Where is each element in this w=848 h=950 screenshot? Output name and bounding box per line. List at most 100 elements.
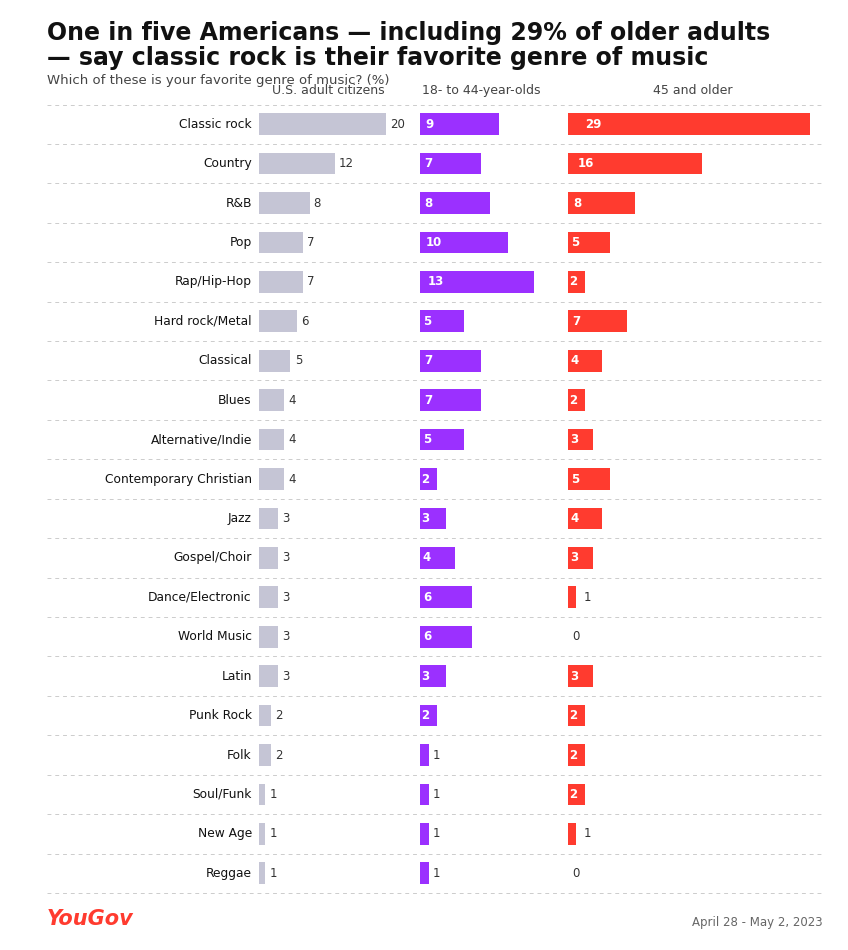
Text: 7: 7: [424, 354, 432, 368]
Bar: [420, 232, 508, 254]
Text: Latin: Latin: [221, 670, 252, 683]
Text: Hard rock/Metal: Hard rock/Metal: [154, 314, 252, 328]
Text: Dance/Electronic: Dance/Electronic: [148, 591, 252, 604]
Bar: [420, 507, 446, 529]
Text: 4: 4: [288, 393, 296, 407]
Text: Punk Rock: Punk Rock: [189, 709, 252, 722]
Text: 3: 3: [282, 551, 289, 564]
Text: — say classic rock is their favorite genre of music: — say classic rock is their favorite gen…: [47, 46, 708, 69]
Bar: [568, 428, 594, 450]
Text: Reggae: Reggae: [206, 866, 252, 880]
Text: 3: 3: [570, 433, 578, 446]
Bar: [420, 784, 428, 806]
Text: 1: 1: [432, 827, 440, 841]
Text: 16: 16: [577, 157, 594, 170]
Bar: [568, 468, 610, 490]
Text: 45 and older: 45 and older: [654, 84, 733, 97]
Text: Folk: Folk: [227, 749, 252, 762]
Bar: [420, 390, 482, 411]
Text: 1: 1: [269, 788, 276, 801]
Text: 3: 3: [282, 512, 289, 525]
Text: 8: 8: [425, 197, 433, 210]
Text: 20: 20: [390, 118, 404, 131]
Bar: [568, 823, 577, 845]
Bar: [259, 350, 290, 371]
Bar: [259, 113, 386, 135]
Bar: [259, 271, 303, 293]
Text: 1: 1: [584, 827, 592, 841]
Bar: [259, 705, 271, 727]
Bar: [420, 153, 482, 175]
Text: 6: 6: [423, 630, 432, 643]
Bar: [568, 271, 585, 293]
Bar: [420, 468, 438, 490]
Text: Classic rock: Classic rock: [179, 118, 252, 131]
Text: Soul/Funk: Soul/Funk: [192, 788, 252, 801]
Text: 4: 4: [571, 512, 578, 525]
Text: 7: 7: [572, 314, 580, 328]
Text: New Age: New Age: [198, 827, 252, 841]
Text: 7: 7: [307, 236, 315, 249]
Text: 0: 0: [572, 630, 580, 643]
Text: 2: 2: [569, 393, 577, 407]
Text: 3: 3: [421, 670, 430, 683]
Bar: [420, 271, 534, 293]
Text: 3: 3: [282, 591, 289, 604]
Text: 2: 2: [569, 276, 577, 289]
Text: 3: 3: [570, 551, 578, 564]
Text: Country: Country: [204, 157, 252, 170]
Bar: [420, 113, 499, 135]
Bar: [259, 232, 303, 254]
Bar: [420, 665, 446, 687]
Text: 13: 13: [427, 276, 444, 289]
Bar: [568, 390, 585, 411]
Text: 1: 1: [432, 866, 440, 880]
Text: 9: 9: [426, 118, 433, 131]
Bar: [568, 507, 601, 529]
Text: 2: 2: [569, 709, 577, 722]
Text: 2: 2: [421, 709, 429, 722]
Text: R&B: R&B: [226, 197, 252, 210]
Text: 2: 2: [569, 749, 577, 762]
Bar: [568, 350, 601, 371]
Bar: [568, 153, 701, 175]
Text: 7: 7: [307, 276, 315, 289]
Bar: [259, 390, 284, 411]
Bar: [568, 784, 585, 806]
Text: 3: 3: [421, 512, 430, 525]
Text: 1: 1: [432, 749, 440, 762]
Bar: [420, 705, 438, 727]
Text: 7: 7: [424, 393, 432, 407]
Text: 5: 5: [423, 314, 431, 328]
Text: 12: 12: [339, 157, 354, 170]
Text: 4: 4: [571, 354, 578, 368]
Text: 4: 4: [288, 472, 296, 485]
Bar: [259, 311, 297, 332]
Text: 6: 6: [423, 591, 432, 604]
Bar: [259, 744, 271, 766]
Bar: [259, 428, 284, 450]
Text: 4: 4: [288, 433, 296, 446]
Text: Which of these is your favorite genre of music? (%): Which of these is your favorite genre of…: [47, 74, 389, 87]
Bar: [420, 350, 482, 371]
Text: 6: 6: [301, 314, 309, 328]
Text: 5: 5: [294, 354, 302, 368]
Text: 29: 29: [585, 118, 601, 131]
Text: April 28 - May 2, 2023: April 28 - May 2, 2023: [692, 916, 823, 929]
Text: 10: 10: [426, 236, 442, 249]
Bar: [259, 823, 265, 845]
Text: 2: 2: [276, 709, 283, 722]
Bar: [259, 665, 277, 687]
Text: World Music: World Music: [178, 630, 252, 643]
Text: U.S. adult citizens: U.S. adult citizens: [272, 84, 385, 97]
Bar: [259, 586, 277, 608]
Bar: [259, 863, 265, 884]
Bar: [568, 232, 610, 254]
Text: 3: 3: [282, 670, 289, 683]
Bar: [420, 192, 490, 214]
Bar: [568, 586, 577, 608]
Bar: [568, 311, 627, 332]
Bar: [568, 705, 585, 727]
Text: YouGov: YouGov: [47, 909, 133, 929]
Bar: [568, 113, 810, 135]
